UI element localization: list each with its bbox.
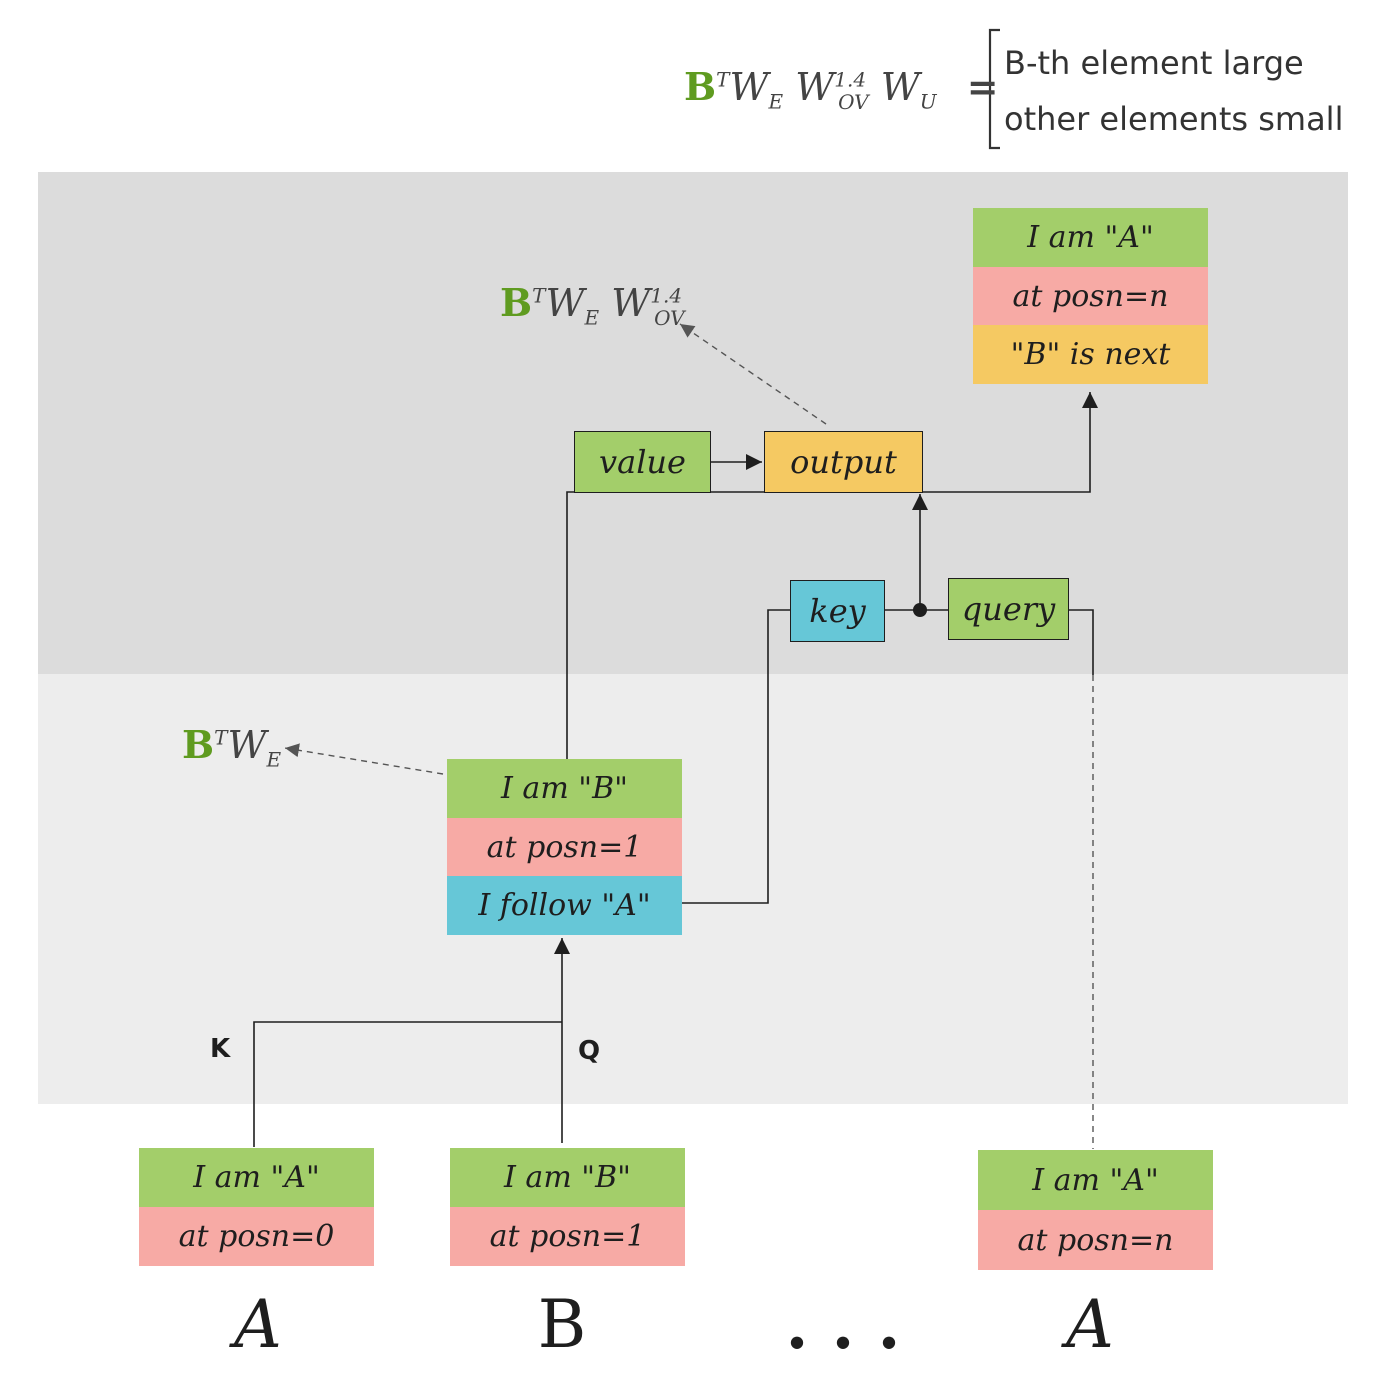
card-row-identity: I am "A" [973,208,1208,267]
token-1: B [537,1286,587,1363]
case-small: other elements small [1004,100,1344,138]
token-ellipsis: . . . [785,1286,901,1364]
k-label: K [210,1034,231,1064]
card-to-formula-dashed-arrow [284,743,444,775]
input-card-1: I am "B" at posn=1 [450,1148,685,1266]
card-row-position: at posn=0 [139,1207,374,1266]
output-box: output [764,431,923,493]
case-large: B-th element large [1004,44,1304,82]
token-n: A [1066,1286,1114,1363]
card-row-position: at posn=1 [447,817,682,877]
card-row-follows: I follow "A" [447,876,682,936]
formula-mid: BTWE W1.4OV [500,280,685,330]
query-wire [1069,609,1094,675]
q-label: Q [578,1036,601,1066]
card-row-identity: I am "B" [450,1148,685,1207]
key-wire [682,609,790,904]
attention-dot [913,603,927,617]
token-0: A [234,1286,282,1363]
formula-top: BTWE W1.4OV WU = [684,64,999,114]
card-row-identity: I am "A" [139,1148,374,1207]
middle-residual-card: I am "B" at posn=1 I follow "A" [447,759,682,936]
input-card-n: I am "A" at posn=n [978,1150,1213,1270]
card-row-identity: I am "A" [978,1150,1213,1210]
card-row-position: at posn=1 [450,1207,685,1266]
card-row-position: at posn=n [978,1210,1213,1270]
attention-layer-1-band [38,674,1348,1104]
output-residual-card: I am "A" at posn=n "B" is next [973,208,1208,385]
formula-low: BTWE [182,722,282,772]
card-row-position: at posn=n [973,266,1208,326]
cases-bracket [988,28,1000,150]
output-to-formula-dashed-arrow [679,323,827,425]
k-wire [253,1021,562,1147]
key-box: key [790,580,885,642]
query-box: query [948,578,1069,640]
card-row-identity: I am "B" [447,759,682,818]
card-row-prediction: "B" is next [973,325,1208,385]
value-box: value [574,431,711,493]
input-card-0: I am "A" at posn=0 [139,1148,374,1266]
